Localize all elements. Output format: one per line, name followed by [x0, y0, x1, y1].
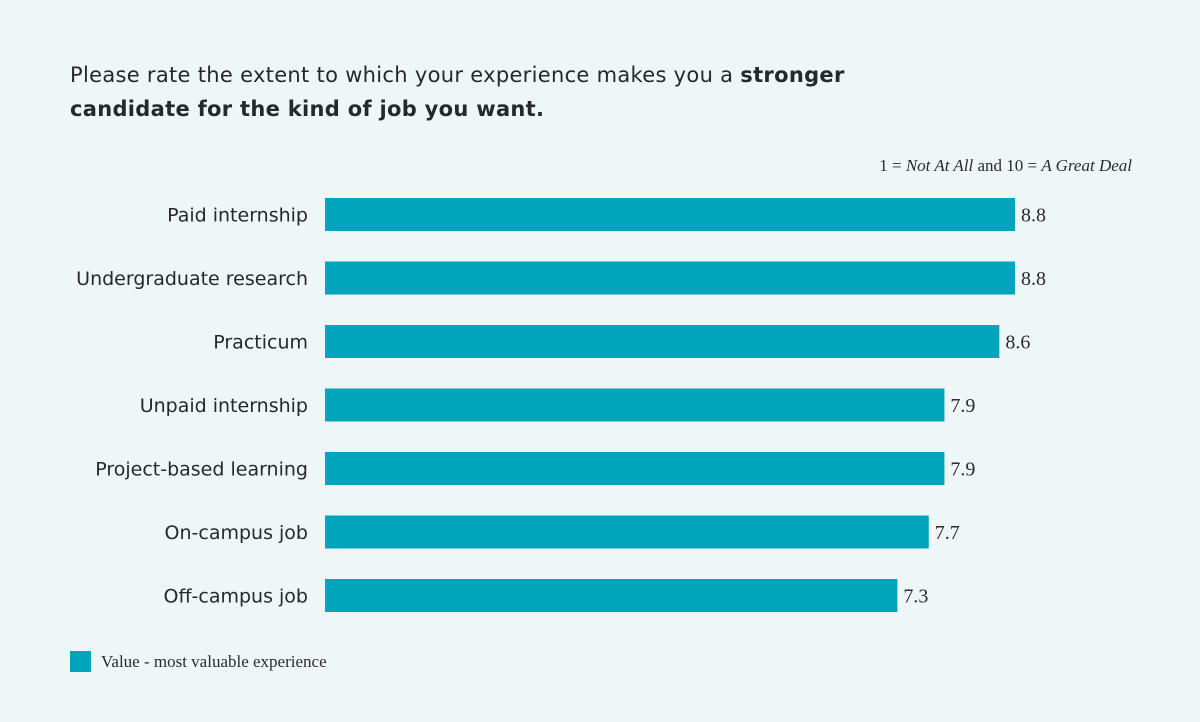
value-label: 8.8: [1021, 205, 1046, 227]
scale-note-part-2: and 10 =: [973, 156, 1042, 175]
value-label: 7.3: [903, 586, 928, 608]
bar-unpaid-internship: [325, 388, 945, 422]
bar-on-campus-job: [325, 515, 929, 549]
value-label: 7.9: [950, 459, 975, 481]
scale-note-high-label: A Great Deal: [1041, 156, 1132, 175]
legend-label: Value - most valuable experience: [101, 651, 327, 671]
scale-note: 1 = Not At All and 10 = A Great Deal: [879, 156, 1132, 176]
category-label: Off-campus job: [163, 586, 308, 608]
category-label: On-campus job: [165, 522, 308, 544]
bar-off-campus-job: [325, 579, 898, 612]
chart-title: Please rate the extent to which your exp…: [70, 58, 950, 126]
category-label: Undergraduate research: [76, 268, 308, 290]
bar-practicum: [325, 325, 1000, 358]
category-label: Project-based learning: [95, 459, 308, 481]
scale-note-part-1: 1 =: [879, 156, 906, 175]
bar-project-based-learning: [325, 452, 945, 485]
category-label: Unpaid internship: [140, 395, 308, 417]
legend-swatch: [70, 651, 91, 672]
value-label: 7.7: [935, 522, 960, 544]
chart-title-normal: Please rate the extent to which your exp…: [70, 63, 741, 87]
value-label: 8.8: [1021, 268, 1046, 290]
bar-undergraduate-research: [325, 261, 1015, 295]
chart-title-bold: stronger candidate for the kind of job y…: [70, 63, 845, 121]
value-label: 8.6: [1005, 332, 1030, 354]
bar-paid-internship: [325, 198, 1015, 231]
category-label: Practicum: [213, 332, 308, 354]
value-label: 7.9: [950, 395, 975, 417]
scale-note-low-label: Not At All: [905, 156, 974, 175]
legend: Value - most valuable experience: [70, 651, 327, 672]
category-label: Paid internship: [167, 205, 308, 227]
